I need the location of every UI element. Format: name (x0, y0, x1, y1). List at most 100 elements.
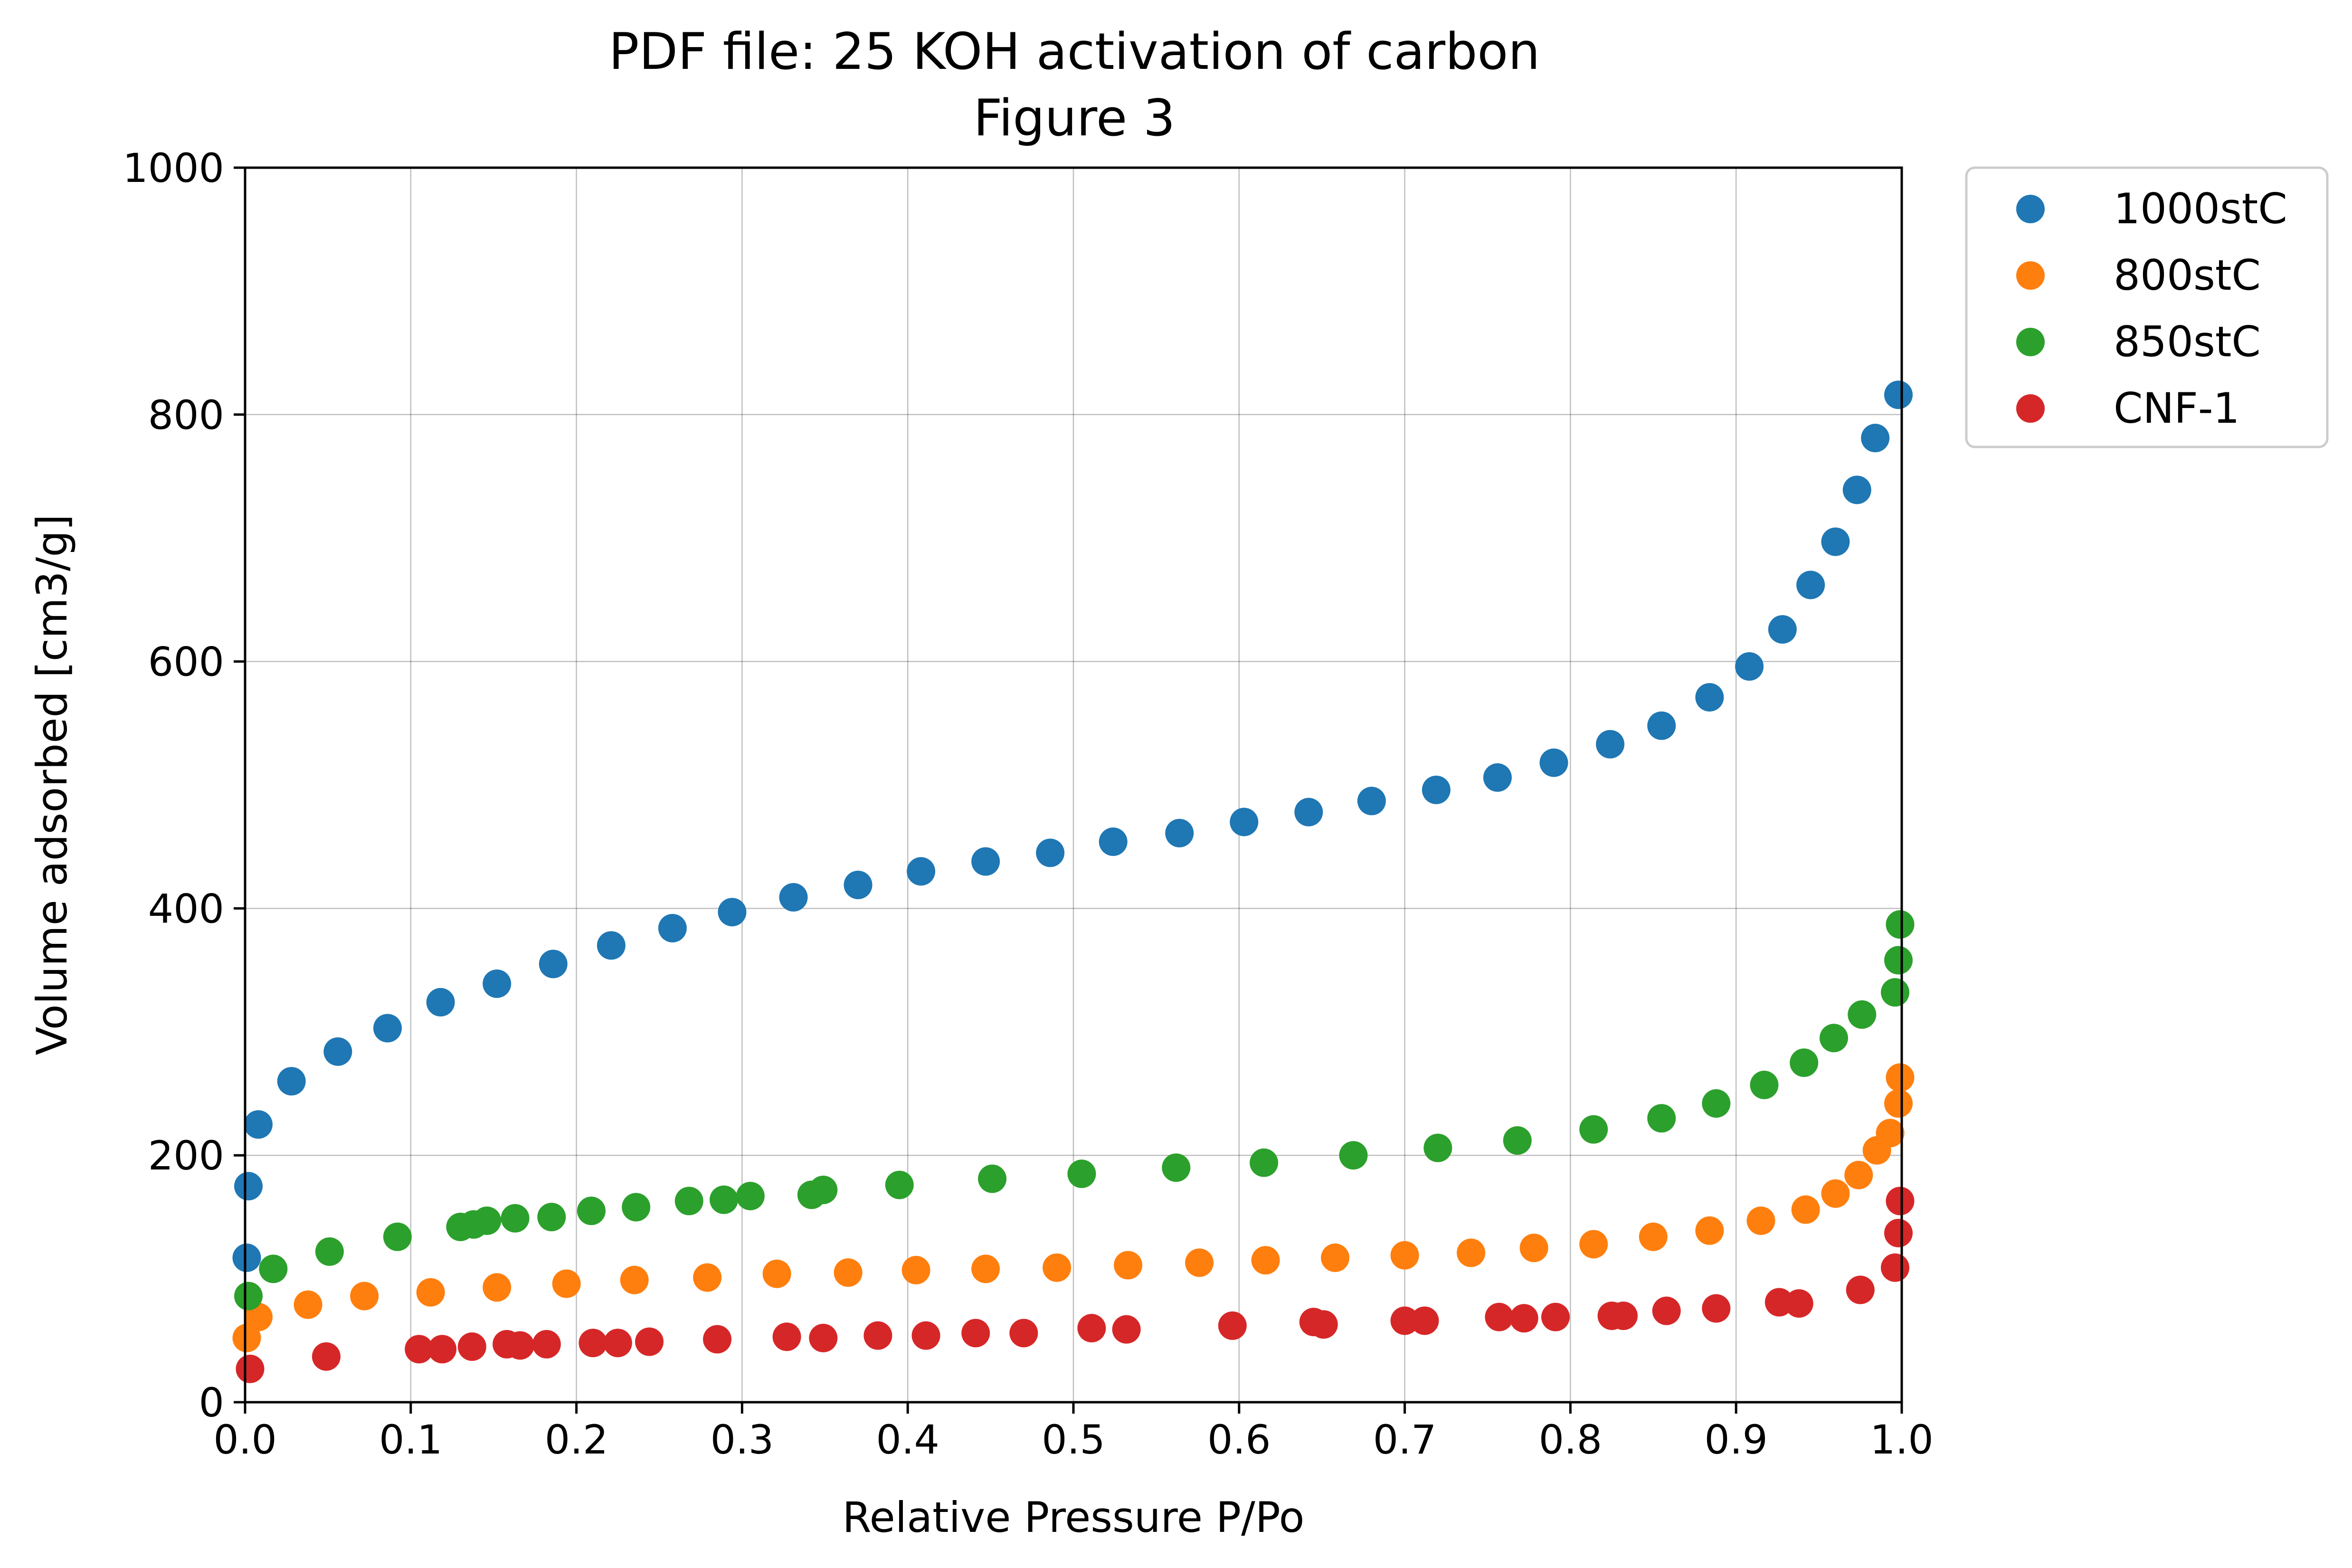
data-point (1309, 1310, 1338, 1339)
data-point (809, 1323, 838, 1352)
x-tick-label: 0.1 (379, 1416, 443, 1463)
data-point (718, 898, 747, 927)
data-point (1750, 1071, 1779, 1100)
data-point (1821, 527, 1850, 556)
data-point (579, 1329, 607, 1358)
data-point (312, 1342, 341, 1371)
data-point (1043, 1253, 1072, 1282)
data-point (506, 1331, 535, 1360)
data-point (971, 847, 1000, 876)
x-tick-label: 1.0 (1870, 1416, 1934, 1463)
data-point (1609, 1302, 1638, 1330)
y-tick-label: 400 (148, 885, 224, 932)
data-point (277, 1067, 306, 1096)
y-tick-label: 600 (148, 639, 224, 685)
data-point (1881, 978, 1910, 1007)
data-point (1519, 1234, 1548, 1263)
data-point (1886, 1187, 1915, 1216)
x-tick-label: 0.5 (1042, 1416, 1105, 1463)
data-point (1821, 1179, 1850, 1208)
series-800stC (232, 1063, 1915, 1352)
data-point (1218, 1311, 1247, 1340)
data-point (834, 1258, 863, 1287)
data-point (1009, 1319, 1038, 1348)
data-point (1067, 1159, 1096, 1188)
legend-frame (1965, 166, 2329, 448)
data-point (232, 1243, 261, 1272)
x-tick-label: 0.6 (1207, 1416, 1271, 1463)
y-axis-ticks: 0 200 400 600 800 1000 (123, 145, 245, 1426)
data-point (622, 1193, 651, 1222)
data-point (635, 1327, 664, 1356)
x-tick-label: 0.0 (213, 1416, 277, 1463)
data-point (762, 1259, 791, 1288)
data-point (736, 1181, 765, 1210)
legend-entries: 1000stC 800stC 850stC CNF-1 (2016, 184, 2287, 433)
data-point (1485, 1302, 1514, 1331)
x-tick-label: 0.9 (1704, 1416, 1768, 1463)
data-point (971, 1254, 1000, 1283)
data-point (809, 1175, 838, 1204)
legend-marker (2016, 195, 2045, 223)
x-tick-label: 0.7 (1373, 1416, 1437, 1463)
data-point (483, 1273, 512, 1302)
data-point (1422, 775, 1451, 804)
data-point (779, 883, 808, 912)
data-point (907, 857, 936, 886)
data-point (539, 950, 568, 979)
data-point (1735, 652, 1764, 681)
data-point (1339, 1141, 1368, 1170)
data-point (1483, 763, 1512, 792)
data-point (1185, 1248, 1214, 1277)
data-point (674, 1187, 703, 1216)
data-point (1702, 1294, 1731, 1323)
data-point (1886, 910, 1915, 939)
data-point (658, 913, 687, 942)
data-point (603, 1329, 632, 1358)
data-point (1844, 1160, 1873, 1189)
data-point (426, 988, 455, 1017)
data-point (710, 1185, 739, 1214)
data-point (1579, 1230, 1608, 1259)
data-point (1861, 424, 1890, 453)
data-point (1321, 1243, 1350, 1272)
data-point (620, 1265, 649, 1294)
data-point (1884, 946, 1913, 975)
data-point (1819, 1024, 1848, 1053)
data-point (911, 1321, 940, 1350)
data-point (537, 1203, 566, 1232)
data-point (234, 1172, 263, 1201)
data-point (1796, 570, 1825, 599)
data-point (1842, 475, 1871, 504)
data-point (483, 969, 512, 998)
data-point (703, 1325, 732, 1354)
data-point (405, 1335, 434, 1364)
data-point (416, 1278, 445, 1307)
y-axis-label: Volume adsorbed [cm3/g] (28, 514, 76, 1055)
x-tick-label: 0.3 (711, 1416, 774, 1463)
data-point (323, 1037, 352, 1066)
series-1000stC (232, 380, 1913, 1272)
data-point (1884, 380, 1913, 409)
data-point (1165, 818, 1194, 847)
data-point (1251, 1246, 1280, 1275)
data-point (532, 1330, 561, 1359)
y-tick-label: 800 (148, 392, 224, 438)
data-point (978, 1164, 1007, 1193)
data-point (1790, 1048, 1819, 1077)
data-point (577, 1197, 606, 1226)
data-point (1099, 827, 1128, 856)
data-point (1410, 1306, 1439, 1335)
legend-marker (2016, 394, 2045, 423)
data-point (1647, 711, 1676, 740)
data-point (232, 1323, 261, 1352)
data-point (383, 1222, 412, 1251)
data-point (473, 1206, 502, 1235)
data-point (1390, 1241, 1419, 1270)
data-point (1579, 1115, 1608, 1144)
data-point (1784, 1289, 1813, 1318)
data-point (1539, 748, 1568, 777)
data-point (1077, 1314, 1106, 1343)
